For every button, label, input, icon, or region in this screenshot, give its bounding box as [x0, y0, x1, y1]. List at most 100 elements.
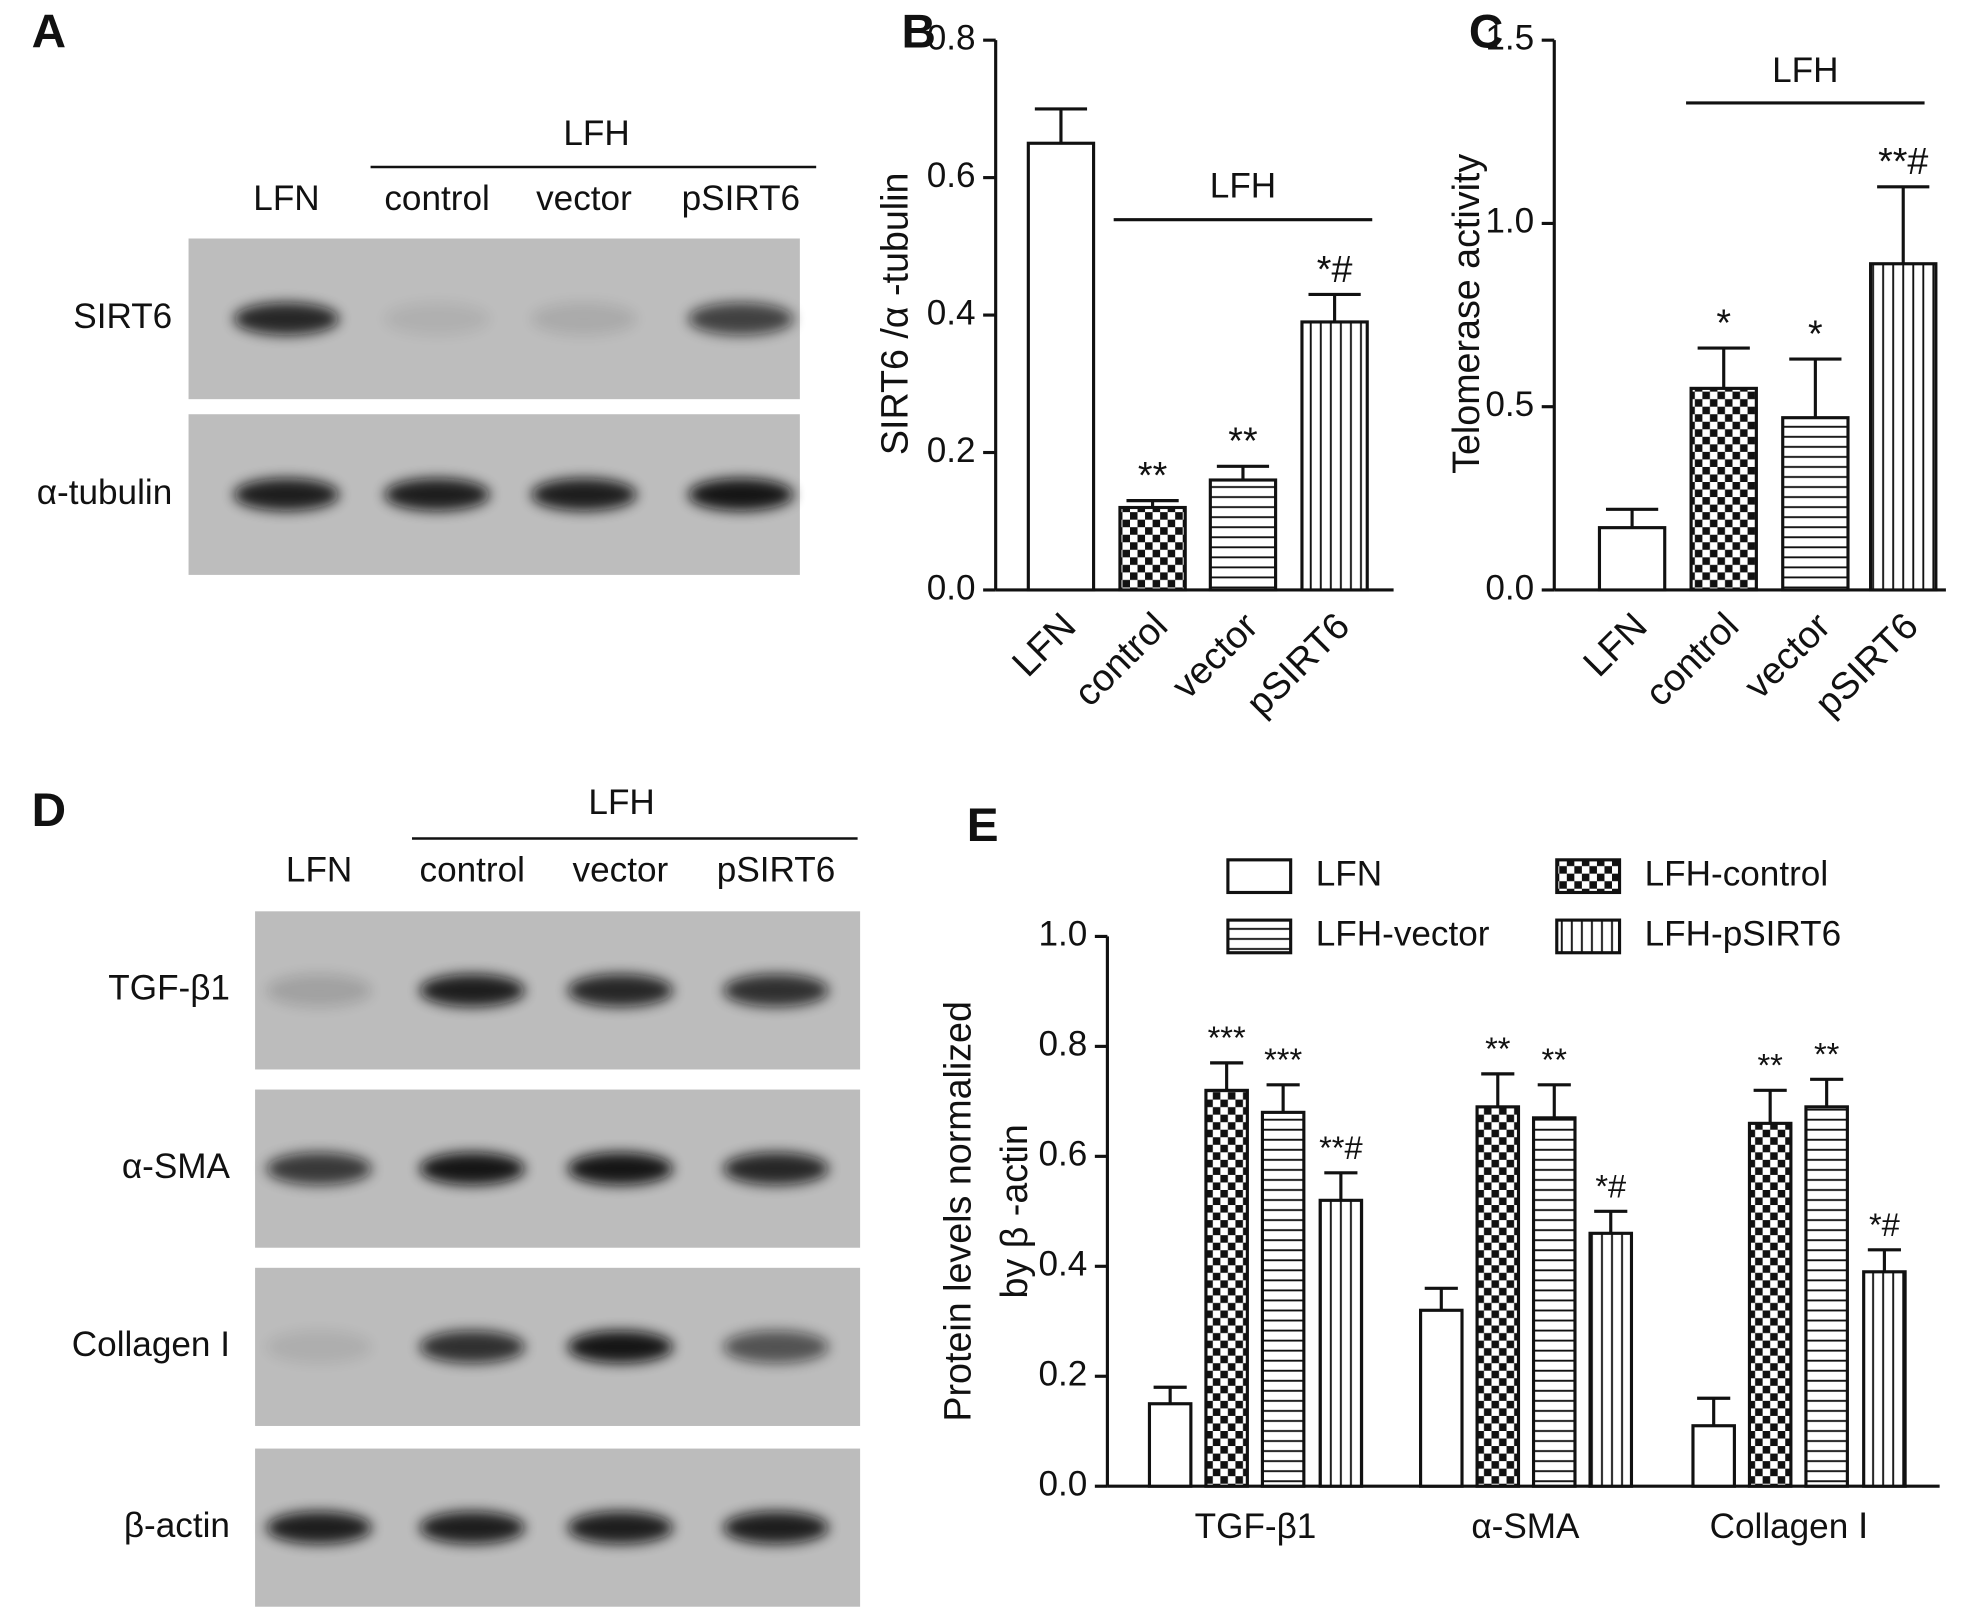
group-label: LFH: [1772, 51, 1838, 90]
blot-band: [419, 1330, 525, 1364]
bar: [1862, 1270, 1907, 1488]
bar: [1204, 1088, 1249, 1488]
bar: [1804, 1105, 1849, 1488]
bar: [1147, 1402, 1193, 1488]
blot-band: [723, 1330, 829, 1364]
blot-band: [531, 302, 637, 336]
significance-label: **: [1542, 1041, 1568, 1078]
lane-label: pSIRT6: [717, 851, 835, 890]
y-tick-label: 0.4: [927, 293, 976, 332]
significance-label: **#: [1319, 1129, 1363, 1166]
bar: [1260, 1110, 1306, 1488]
significance-label: ***: [1264, 1041, 1302, 1078]
significance-label: *: [1808, 312, 1823, 354]
blot-band: [688, 478, 794, 511]
panel-letter: E: [967, 799, 999, 852]
bar: [1300, 320, 1369, 592]
group-label: LFH: [1210, 167, 1276, 206]
blot-band: [419, 1152, 525, 1185]
legend-swatch: [1555, 918, 1622, 955]
significance-label: **: [1814, 1035, 1840, 1072]
lane-label: vector: [573, 851, 669, 890]
blot-band: [419, 1511, 525, 1544]
blot-band: [567, 1511, 674, 1544]
blot-band: [567, 974, 674, 1007]
group-label: LFH: [588, 783, 654, 822]
x-tick-label: control: [1637, 604, 1747, 714]
y-axis-label: SIRT6 /α -tubulin: [874, 173, 916, 456]
x-tick-label: TGF-β1: [1195, 1507, 1317, 1546]
blot-band: [567, 1330, 674, 1364]
blot-band: [531, 478, 637, 511]
bar: [1781, 416, 1850, 592]
significance-label: *#: [1595, 1167, 1626, 1204]
row-label: β-actin: [124, 1506, 230, 1545]
legend-swatch: [1226, 858, 1293, 895]
x-tick-label: LFN: [1004, 604, 1084, 684]
bar: [1419, 1308, 1464, 1488]
blot-band: [233, 478, 340, 511]
y-tick-label: 0.0: [1485, 568, 1534, 607]
legend-label: LFH-control: [1645, 854, 1828, 893]
row-label: TGF-β1: [108, 969, 230, 1008]
y-tick-label: 1.0: [1485, 202, 1534, 241]
y-axis-label: Telomerase activity: [1445, 154, 1487, 474]
y-tick-label: 0.2: [1038, 1355, 1087, 1394]
blot-band: [567, 1152, 674, 1185]
legend-label: LFH-vector: [1316, 915, 1490, 954]
y-axis-label: Protein levels normalized: [936, 1001, 978, 1422]
significance-label: *: [1716, 301, 1731, 343]
x-tick-label: LFN: [1575, 604, 1655, 684]
row-label: Collagen I: [72, 1325, 230, 1364]
y-axis-label: by β -actin: [993, 1124, 1035, 1298]
panel-letter: D: [32, 784, 66, 837]
significance-label: ***: [1208, 1019, 1246, 1056]
blot-band: [384, 478, 490, 511]
lane-label: LFN: [253, 179, 319, 218]
panel-letter: C: [1469, 6, 1503, 59]
lane-label: control: [420, 851, 525, 890]
significance-label: *#: [1869, 1206, 1900, 1243]
blot-band: [266, 974, 372, 1007]
y-tick-label: 0.2: [927, 431, 976, 470]
panel-letter: A: [32, 6, 66, 59]
significance-label: **: [1485, 1030, 1511, 1067]
blot-band: [266, 1330, 372, 1364]
y-tick-label: 0.6: [927, 156, 976, 195]
bar: [1747, 1121, 1793, 1488]
blot-band: [723, 1511, 829, 1544]
blot-band: [266, 1511, 372, 1544]
blot-band: [723, 1152, 829, 1185]
bar: [1691, 1424, 1736, 1488]
significance-label: **: [1138, 454, 1168, 496]
bar: [1689, 386, 1758, 592]
lane-label: pSIRT6: [682, 179, 800, 218]
x-tick-label: α-SMA: [1471, 1507, 1580, 1546]
row-label: α-SMA: [122, 1147, 231, 1186]
y-tick-label: 0.8: [927, 18, 976, 57]
bar: [1318, 1198, 1364, 1488]
bar: [1208, 478, 1278, 592]
row-label: α-tubulin: [37, 473, 173, 512]
significance-label: **: [1757, 1046, 1783, 1083]
y-tick-label: 0.0: [1038, 1465, 1087, 1504]
blot-band: [419, 974, 525, 1007]
legend-swatch: [1555, 858, 1622, 895]
y-tick-label: 1.0: [1038, 915, 1087, 954]
x-tick-label: pSIRT6: [1238, 604, 1357, 723]
blot-band: [688, 302, 794, 336]
blot-band: [384, 302, 490, 336]
y-tick-label: 0.8: [1038, 1025, 1087, 1064]
bar: [1597, 526, 1667, 592]
lane-label: LFN: [286, 851, 352, 890]
legend-label: LFH-pSIRT6: [1645, 915, 1842, 954]
bar: [1869, 262, 1938, 592]
legend-swatch: [1226, 918, 1293, 955]
panel-letter: B: [902, 6, 936, 59]
bar: [1026, 141, 1096, 592]
lane-label: control: [384, 179, 489, 218]
blot-band: [723, 974, 829, 1007]
group-label: LFH: [563, 114, 629, 153]
significance-label: **#: [1878, 140, 1928, 182]
